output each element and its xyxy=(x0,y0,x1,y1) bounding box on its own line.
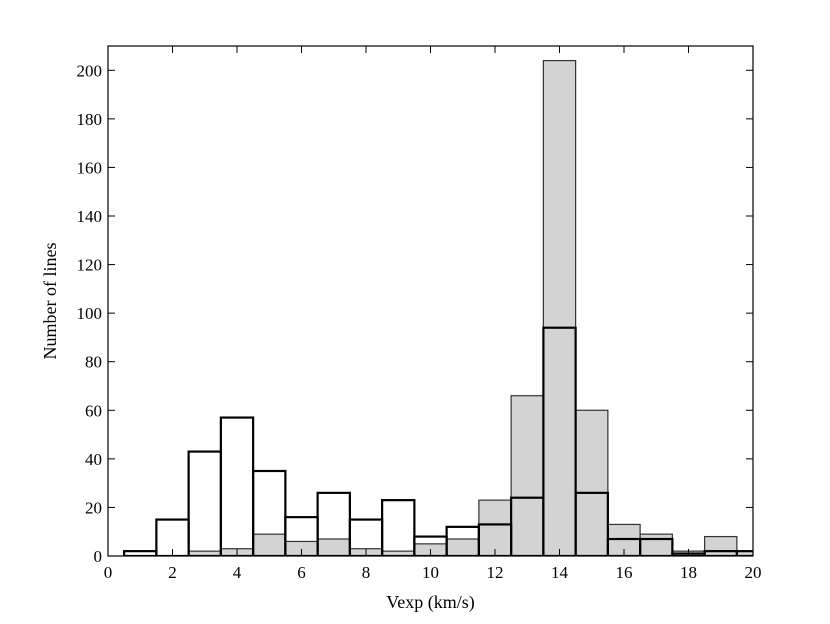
outline-bar-3 xyxy=(219,416,255,556)
x-tick-label-5: 10 xyxy=(422,563,439,582)
outline-bar-14 xyxy=(574,491,609,556)
filled-bar-18 xyxy=(704,535,738,556)
x-tick-label-3: 6 xyxy=(297,563,306,582)
y-tick-label-1: 20 xyxy=(85,498,102,517)
y-axis-label: Number of lines xyxy=(40,243,60,360)
filled-bar-12 xyxy=(510,395,544,556)
x-tick-label-4: 8 xyxy=(362,563,371,582)
x-tick-label-7: 14 xyxy=(551,563,569,582)
x-tick-label-10: 20 xyxy=(745,563,762,582)
x-tick-label-6: 12 xyxy=(487,563,504,582)
y-tick-label-10: 200 xyxy=(77,61,103,80)
y-tick-label-8: 160 xyxy=(77,158,103,177)
outline-bar-19 xyxy=(735,550,753,556)
bars-layer xyxy=(123,59,753,556)
y-tick-label-6: 120 xyxy=(77,256,103,275)
filled-bar-11 xyxy=(478,499,512,556)
filled-bar-6 xyxy=(317,538,351,556)
filled-bar-16 xyxy=(639,533,673,556)
x-tick-label-1: 2 xyxy=(168,563,177,582)
outline-bar-2 xyxy=(187,450,222,556)
filled-bar-13 xyxy=(542,59,577,556)
x-axis-label: Vexp (km/s) xyxy=(386,592,475,613)
ticks-layer: 0 2 4 6 8 10 12 14 16 18 2002040608010012014016018… xyxy=(77,46,762,582)
y-tick-label-0: 0 xyxy=(94,547,103,566)
outline-bar-4 xyxy=(252,469,287,556)
outline-bar-13 xyxy=(542,326,577,556)
filled-bar-14 xyxy=(575,409,609,556)
y-tick-label-3: 60 xyxy=(85,401,102,420)
outline-bar-0 xyxy=(123,550,158,556)
y-tick-label-2: 40 xyxy=(85,450,102,469)
x-tick-label-8: 16 xyxy=(616,563,633,582)
outline-bar-16 xyxy=(639,537,674,556)
x-tick-label-9: 18 xyxy=(680,563,697,582)
filled-bar-4 xyxy=(252,533,286,556)
filled-bar-10 xyxy=(446,538,480,556)
y-tick-label-5: 100 xyxy=(77,304,103,323)
outline-bar-8 xyxy=(381,499,416,556)
y-tick-label-4: 80 xyxy=(85,353,102,372)
x-tick-label-2: 4 xyxy=(233,563,242,582)
plot-frame xyxy=(107,45,754,557)
y-tick-label-9: 180 xyxy=(77,110,103,129)
x-tick-label-0: 0 xyxy=(104,563,113,582)
y-tick-label-7: 140 xyxy=(77,207,103,226)
